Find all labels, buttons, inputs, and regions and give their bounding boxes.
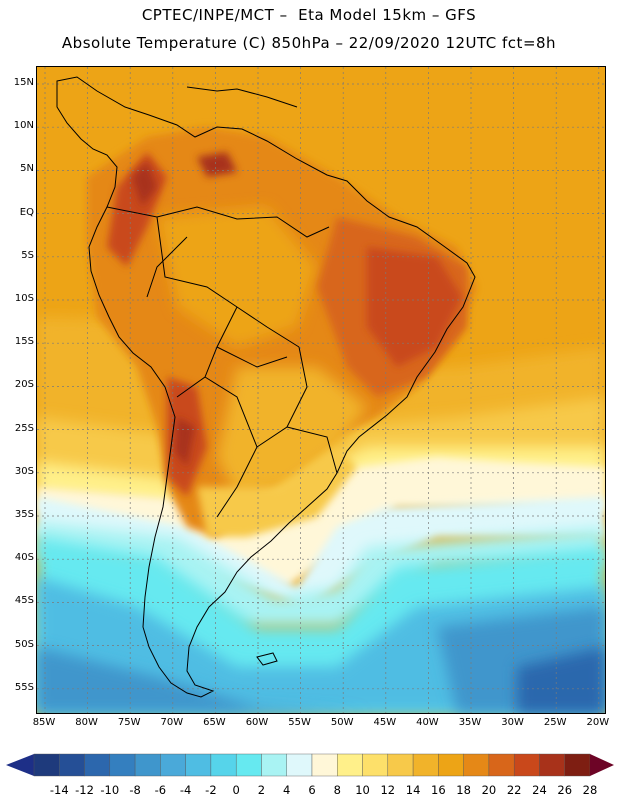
lon-label: 25W bbox=[543, 717, 567, 728]
lat-label: 5S bbox=[21, 249, 34, 261]
lat-label: 30S bbox=[14, 465, 34, 477]
colorbar-swatch bbox=[210, 753, 237, 777]
lon-label: 80W bbox=[75, 717, 98, 728]
lon-label: 45W bbox=[373, 717, 397, 728]
field-central-mild bbox=[157, 207, 317, 347]
colorbar-swatch bbox=[337, 753, 363, 777]
field-light-cyan bbox=[37, 522, 605, 627]
lon-label: 60W bbox=[245, 717, 269, 728]
lat-label: 10N bbox=[13, 120, 34, 132]
lon-label: 55W bbox=[288, 717, 311, 728]
lon-label: 65W bbox=[203, 717, 226, 728]
colorbar-tick-label: 24 bbox=[532, 783, 547, 797]
colorbar-swatch bbox=[59, 753, 85, 777]
map-subtitle: Absolute Temperature (C) 850hPa – 22/09/… bbox=[61, 34, 557, 52]
colorbar-swatch bbox=[235, 753, 262, 777]
colorbar-tick-label: 14 bbox=[405, 783, 421, 797]
island-falklands bbox=[256, 652, 278, 666]
colorbar-tick-label: 26 bbox=[557, 783, 573, 797]
colorbar-over-arrow bbox=[590, 754, 614, 776]
field-pale-cyan bbox=[37, 497, 605, 607]
colorbar-swatch bbox=[463, 753, 490, 777]
colorbar-swatch bbox=[33, 753, 60, 777]
colorbar-tick-label: 10 bbox=[355, 783, 370, 797]
coastline-borders bbox=[56, 76, 476, 698]
lat-label: 25S bbox=[14, 422, 34, 434]
temperature-field bbox=[37, 67, 605, 713]
field-cream bbox=[37, 457, 605, 587]
colorbar-swatch bbox=[362, 753, 389, 777]
colorbar-tick-label: 28 bbox=[582, 783, 598, 797]
field-deep-blue-east bbox=[517, 647, 605, 713]
colorbar bbox=[6, 753, 614, 777]
lon-label: 35W bbox=[458, 717, 482, 728]
lat-label: 45S bbox=[14, 595, 34, 607]
field-hotter-ne bbox=[367, 247, 462, 367]
lon-label: 75W bbox=[117, 717, 141, 728]
colorbar-swatch bbox=[387, 753, 414, 777]
colorbar-tick-label: 2 bbox=[257, 783, 266, 797]
lat-label: 40S bbox=[14, 552, 34, 564]
colorbar-swatch bbox=[84, 753, 111, 777]
lon-label: 50W bbox=[330, 717, 354, 728]
lat-label: 20S bbox=[14, 379, 34, 391]
colorbar-tick-label: -2 bbox=[205, 783, 217, 797]
map-title: CPTEC/INPE/MCT – Eta Model 15km – GFS bbox=[141, 6, 477, 24]
colorbar-swatch bbox=[109, 753, 136, 777]
colorbar-tick-label: 18 bbox=[456, 783, 471, 797]
colorbar-tick-label: 6 bbox=[308, 783, 316, 797]
lat-label: 35S bbox=[14, 509, 34, 520]
colorbar-swatch bbox=[412, 753, 439, 777]
field-south-pale bbox=[197, 447, 357, 537]
coastline-south-america bbox=[56, 76, 476, 698]
lat-label: 10S bbox=[14, 293, 34, 304]
colorbar-swatch bbox=[564, 753, 591, 777]
colorbar-tick-label: 12 bbox=[380, 783, 396, 797]
colorbar-under-arrow bbox=[6, 754, 34, 776]
lat-label: 15N bbox=[13, 77, 34, 88]
colorbar-tick-label: 4 bbox=[283, 783, 291, 797]
colorbar-tick-label: 22 bbox=[506, 783, 522, 797]
lon-label: 20W bbox=[586, 717, 610, 728]
colorbar-tick-label: -14 bbox=[49, 783, 69, 797]
lat-label: EQ bbox=[19, 206, 34, 218]
field-south-mild bbox=[217, 367, 367, 497]
colorbar-swatch bbox=[488, 753, 515, 777]
colorbar-swatch bbox=[286, 753, 313, 777]
colorbar-swatch bbox=[134, 753, 161, 777]
lat-label: 55S bbox=[14, 681, 34, 693]
lon-label: 30W bbox=[501, 717, 524, 728]
colorbar-tick-label: 8 bbox=[333, 783, 341, 797]
colorbar-tick-label: -8 bbox=[129, 783, 141, 797]
colorbar-tick-label: -6 bbox=[154, 783, 167, 797]
colorbar-tick-label: 16 bbox=[431, 783, 446, 797]
lat-label: 50S bbox=[14, 638, 34, 650]
colorbar-tick-label: -4 bbox=[179, 783, 192, 797]
colorbar-swatch bbox=[185, 753, 212, 777]
colorbar-swatch bbox=[261, 753, 287, 777]
colorbar-tick-label: 0 bbox=[232, 783, 240, 797]
border-internal bbox=[106, 206, 338, 518]
colorbar-swatch bbox=[539, 753, 565, 777]
colorbar-tick-label: -10 bbox=[100, 783, 120, 797]
colorbar-swatch bbox=[513, 753, 540, 777]
colorbar-swatch bbox=[438, 753, 464, 777]
temperature-map[interactable] bbox=[37, 67, 605, 713]
field-hottest-spots bbox=[132, 152, 237, 467]
colorbar-tick-label: -12 bbox=[75, 783, 94, 797]
colorbar-swatch bbox=[311, 753, 338, 777]
lon-label: 85W bbox=[32, 717, 56, 728]
lat-label: 15S bbox=[14, 336, 34, 348]
lon-label: 70W bbox=[160, 717, 184, 728]
lon-label: 40W bbox=[416, 717, 439, 728]
map-frame[interactable] bbox=[36, 66, 606, 714]
island-caribbean bbox=[186, 86, 298, 108]
colorbar-swatch bbox=[160, 753, 186, 777]
colorbar-tick-label: 20 bbox=[481, 783, 497, 797]
lat-label: 5N bbox=[20, 163, 34, 175]
field-blue bbox=[37, 647, 367, 713]
